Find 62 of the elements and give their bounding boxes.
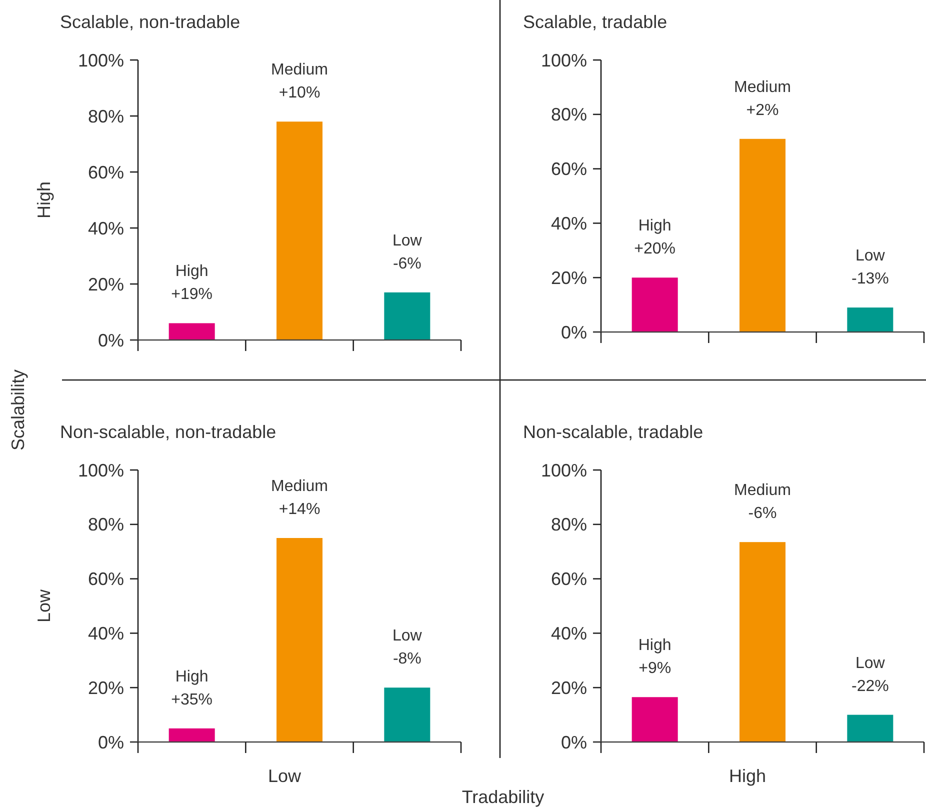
chart-title: Non-scalable, tradable xyxy=(523,422,704,442)
chart-title: Non-scalable, non-tradable xyxy=(60,422,276,442)
text: Tradability xyxy=(462,787,544,807)
y-tick-label: 20% xyxy=(550,678,587,698)
y-tick-label: 80% xyxy=(88,106,124,126)
y-tick-label: 100% xyxy=(78,460,124,480)
chart-title: Scalable, non-tradable xyxy=(60,12,240,32)
y-tick-label: 0% xyxy=(560,732,587,752)
y-axis-title: Low xyxy=(34,588,54,623)
annotation: +2% xyxy=(746,102,779,119)
x-tick-label: Medium xyxy=(271,62,328,79)
annotation: +10% xyxy=(278,84,320,102)
annotation: -8% xyxy=(392,650,422,668)
x-tick-label: Medium xyxy=(734,482,791,500)
y-tick-label: 40% xyxy=(88,218,124,238)
bar xyxy=(847,308,894,332)
y-tick-label: 0% xyxy=(560,322,587,342)
x-tick-label: Medium xyxy=(734,78,791,96)
y-tick-label: 40% xyxy=(550,214,587,234)
y-tick-label: 80% xyxy=(550,514,587,535)
y-tick-label: 100% xyxy=(78,50,124,70)
annotation: +19% xyxy=(171,286,213,304)
y-tick-label: 40% xyxy=(550,624,587,644)
bar xyxy=(632,278,678,332)
y-tick-label: 60% xyxy=(550,569,587,590)
y-tick-label: 20% xyxy=(550,268,587,288)
annotation: +14% xyxy=(278,501,320,518)
bar xyxy=(276,122,322,340)
y-tick-label: 20% xyxy=(88,678,124,698)
annotation: -22% xyxy=(851,678,889,695)
bar xyxy=(740,542,786,742)
y-tick-label: 100% xyxy=(540,460,587,480)
bar xyxy=(384,292,430,340)
annotation: -6% xyxy=(392,255,422,272)
y-tick-label: 20% xyxy=(88,274,124,294)
y-tick-label: 0% xyxy=(98,732,124,752)
chart-title: Scalable, tradable xyxy=(523,12,668,32)
y-tick-label: 80% xyxy=(550,104,587,125)
bar xyxy=(168,323,215,340)
x-tick-label: Medium xyxy=(271,478,328,495)
y-tick-label: 60% xyxy=(88,162,124,182)
y-tick-label: 80% xyxy=(88,514,124,535)
y-tick-label: 40% xyxy=(88,624,124,644)
bar xyxy=(632,697,678,742)
y-tick-label: 60% xyxy=(550,159,587,180)
bar xyxy=(740,138,786,332)
y-tick-label: 60% xyxy=(88,569,124,590)
bar xyxy=(168,728,215,742)
y-tick-label: 0% xyxy=(98,330,124,350)
x-axis-title: High xyxy=(728,766,766,786)
bar xyxy=(276,538,322,742)
annotation: -6% xyxy=(748,505,777,522)
bar xyxy=(384,688,430,742)
annotation: +20% xyxy=(634,240,676,258)
annotation: -13% xyxy=(851,270,889,288)
bar xyxy=(847,714,894,742)
annotation: +9% xyxy=(638,660,672,678)
text: Scalability xyxy=(8,369,28,451)
annotation: +35% xyxy=(171,691,213,708)
x-axis-title: Low xyxy=(268,766,302,786)
y-tick-label: 100% xyxy=(540,50,587,70)
y-axis-title: High xyxy=(34,181,54,219)
